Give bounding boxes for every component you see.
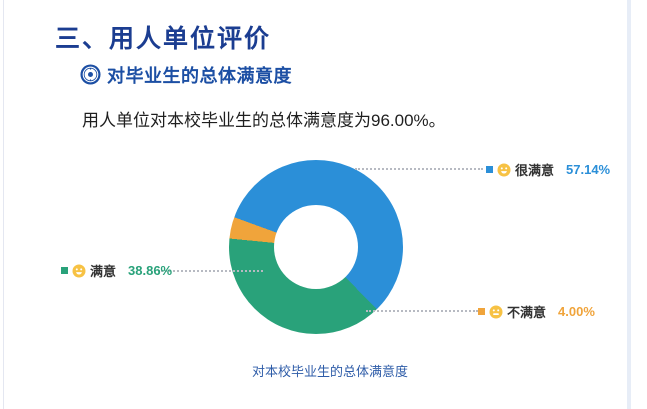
chart-caption: 对本校毕业生的总体满意度 xyxy=(251,364,408,379)
donut-hole xyxy=(274,205,358,289)
smiley-face-icon xyxy=(497,163,511,176)
legend-label-satisfied: 满意 xyxy=(90,264,117,279)
section-title: 三、用人单位评价 xyxy=(55,24,272,53)
page-left-edge xyxy=(3,0,4,409)
legend-value-very-satisfied: 57.14% xyxy=(566,162,611,177)
legend-marker-satisfied xyxy=(61,267,68,274)
leader-line-unsatisfied xyxy=(366,310,478,312)
leader-line-satisfied xyxy=(158,270,263,272)
neutral-face-icon xyxy=(489,305,503,318)
legend-value-unsatisfied: 4.00% xyxy=(558,304,595,319)
legend-item-very-satisfied: 很满意 57.14% xyxy=(486,162,611,178)
legend-item-unsatisfied: 不满意 4.00% xyxy=(478,304,595,320)
legend-marker-very-satisfied xyxy=(486,166,493,173)
subsection-title: 对毕业生的总体满意度 xyxy=(107,65,292,86)
leader-line-very-satisfied xyxy=(355,168,483,170)
school-emblem-icon xyxy=(80,64,101,85)
legend-marker-unsatisfied xyxy=(478,308,485,315)
body-text: 用人单位对本校毕业生的总体满意度为96.00%。 xyxy=(82,111,446,130)
page-right-edge xyxy=(627,0,631,409)
legend-value-satisfied: 38.86% xyxy=(128,263,173,278)
legend-label-unsatisfied: 不满意 xyxy=(507,305,547,320)
legend-label-very-satisfied: 很满意 xyxy=(515,163,555,178)
subsection-header: 对毕业生的总体满意度 xyxy=(80,47,292,103)
legend-item-satisfied: 满意 38.86% xyxy=(61,263,173,279)
smiley-face-icon xyxy=(72,264,86,277)
